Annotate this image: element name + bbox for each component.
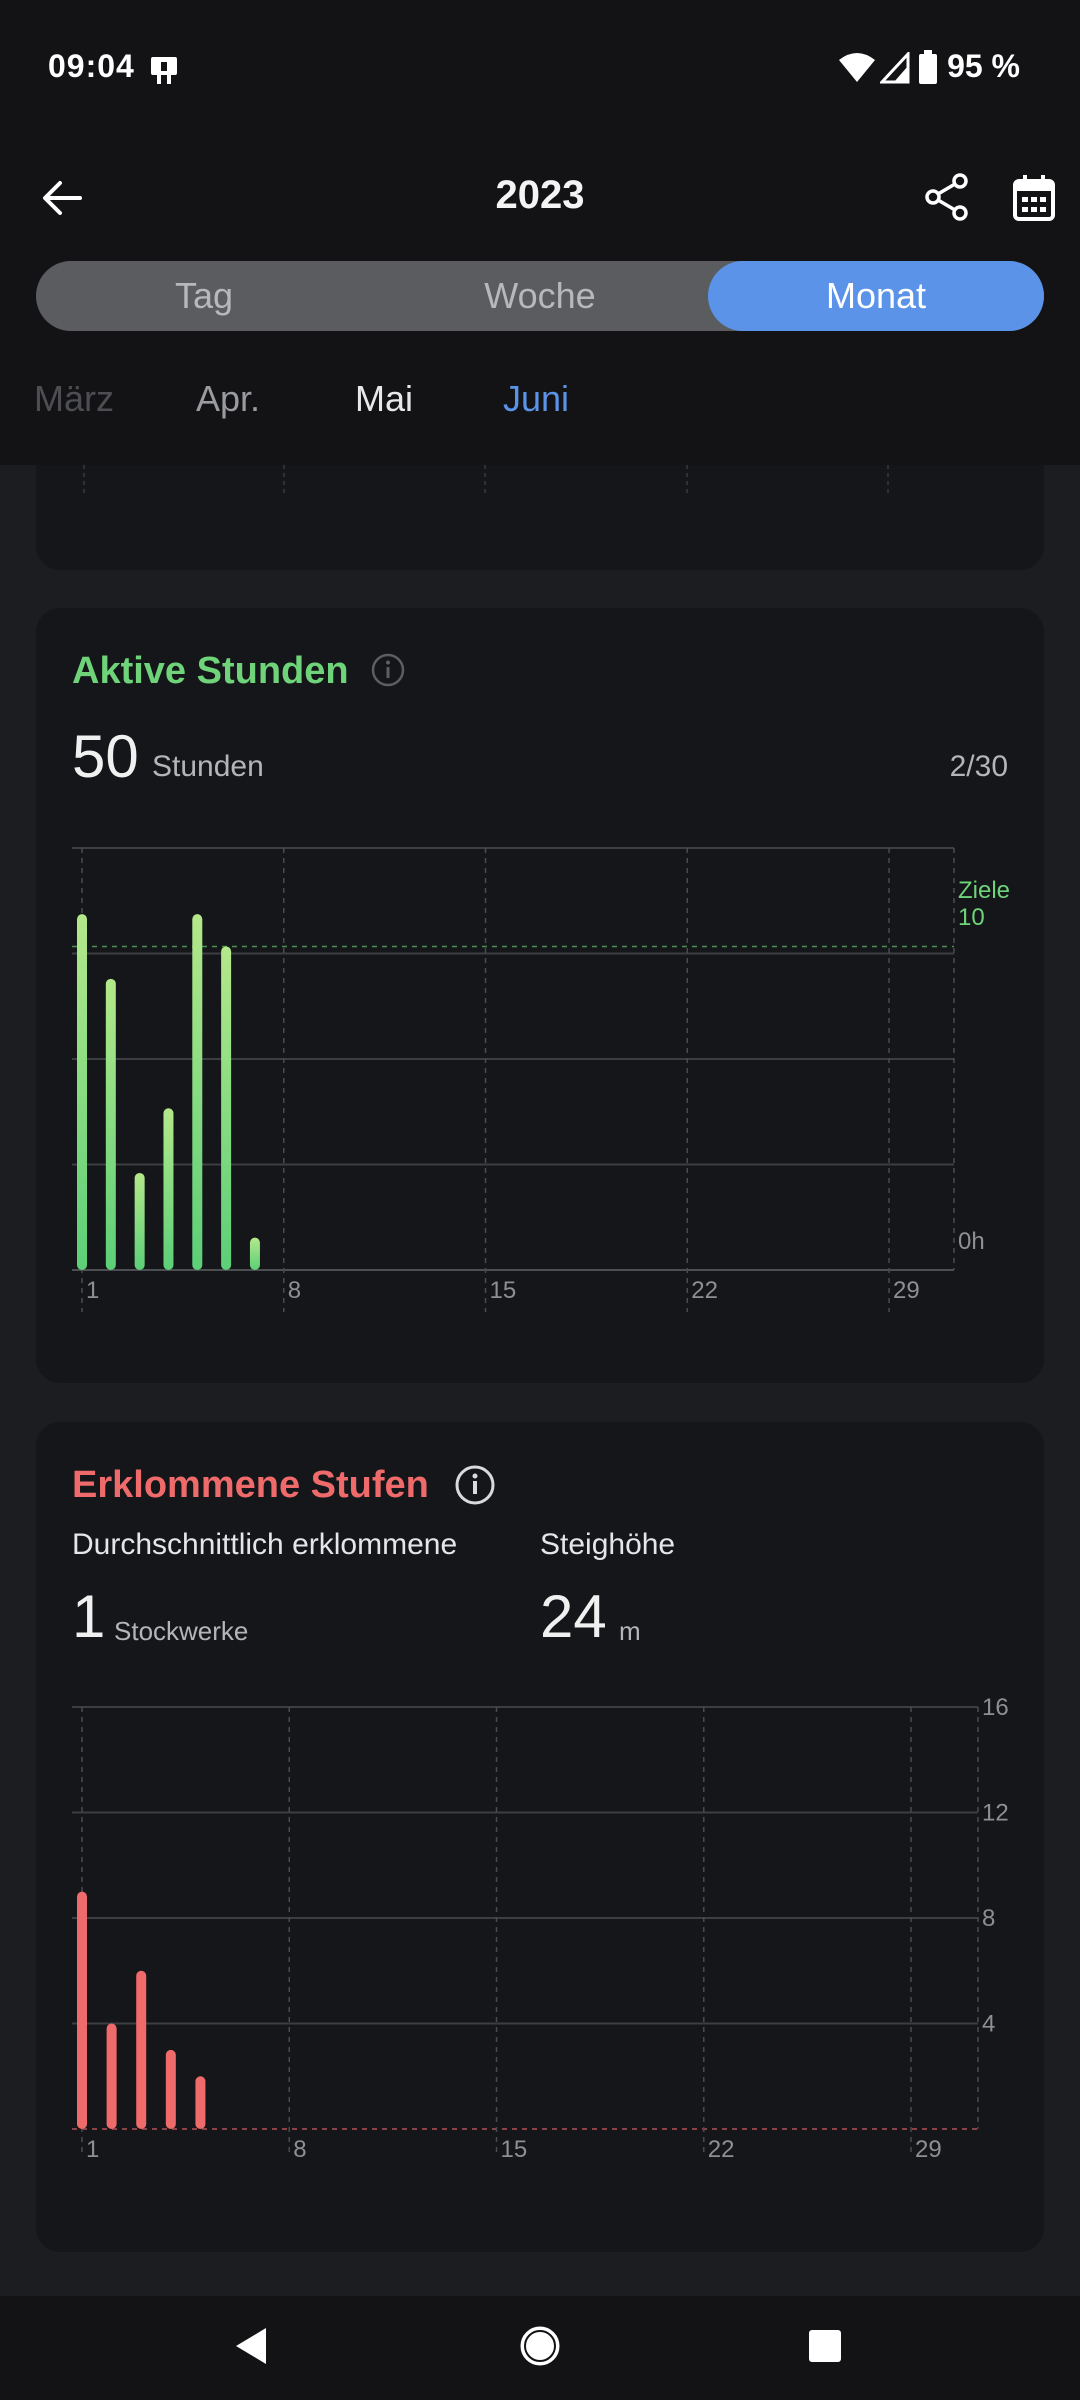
- period-segmented-control: Tag Woche Monat: [36, 261, 1044, 331]
- bar: [77, 914, 87, 1270]
- active-hours-title: Aktive Stunden: [72, 650, 349, 692]
- bar: [192, 914, 203, 1270]
- x-tick-label: 8: [293, 2136, 306, 2157]
- nav-back-icon[interactable]: [234, 2326, 270, 2371]
- info-icon[interactable]: [454, 1464, 496, 1511]
- x-tick-label: 29: [915, 2136, 942, 2157]
- y-tick-label: 8: [982, 1905, 995, 1932]
- status-bar: [0, 0, 1080, 135]
- nav-home-icon[interactable]: [520, 2326, 560, 2371]
- x-tick-label: 15: [501, 2136, 528, 2157]
- bar: [106, 2023, 117, 2129]
- goal-ratio: 2/30: [949, 750, 1008, 783]
- tab-day[interactable]: Tag: [174, 275, 234, 316]
- floors-card[interactable]: Erklommene Stufen Durchschnittlich erklo…: [36, 1422, 1044, 2252]
- y-tick-label: 12: [982, 1800, 1009, 1827]
- tab-week[interactable]: Woche: [484, 275, 596, 316]
- y-tick-label: 16: [982, 1694, 1009, 1721]
- floors-title: Erklommene Stufen: [72, 1464, 429, 1506]
- height-label: Steighöhe: [540, 1528, 676, 1561]
- tab-month[interactable]: Monat: [708, 261, 1044, 331]
- bar: [134, 1172, 145, 1270]
- bar: [77, 1891, 87, 2129]
- avg-floors-value: 1: [72, 1583, 106, 1650]
- bar: [136, 1970, 147, 2129]
- goal-label-text: Ziele: [958, 877, 1011, 904]
- active-hours-value: 50: [72, 723, 139, 790]
- goal-label: Ziele 10: [958, 877, 1010, 931]
- page-title: 2023: [495, 173, 585, 217]
- bar: [249, 1237, 260, 1270]
- calendar-icon[interactable]: [1012, 174, 1056, 227]
- active-hours-card[interactable]: Aktive Stunden 50 Stunden 2/30 1 8 15 22 29 …: [36, 608, 1044, 1383]
- active-hours-chart: 1 8 15 22 29: [72, 847, 955, 1312]
- x-tick-label: 22: [708, 2136, 735, 2157]
- status-time: 09:04: [48, 48, 135, 84]
- bar: [105, 978, 116, 1270]
- month-march[interactable]: März: [34, 378, 114, 419]
- month-june[interactable]: Juni: [503, 378, 570, 419]
- bar: [163, 1108, 174, 1270]
- bar: [165, 2049, 176, 2129]
- y-tick-label: 4: [982, 2011, 995, 2038]
- wifi-icon: [838, 52, 876, 89]
- month-april[interactable]: Apr.: [196, 378, 261, 419]
- x-tick-label: 22: [691, 1277, 718, 1304]
- back-arrow-icon[interactable]: [40, 176, 84, 225]
- x-tick-label: 15: [490, 1277, 517, 1304]
- bar: [221, 946, 232, 1270]
- avg-floors-unit: Stockwerke: [114, 1616, 249, 1646]
- height-unit: m: [619, 1616, 641, 1646]
- x-tick-label: 1: [86, 2136, 99, 2157]
- active-hours-unit: Stunden: [152, 750, 264, 783]
- bar: [195, 2076, 206, 2129]
- goal-label-value: 10: [958, 904, 985, 931]
- month-may[interactable]: Mai: [355, 378, 414, 419]
- battery-icon: [918, 50, 938, 89]
- battery-percent: 95 %: [947, 48, 1020, 84]
- avg-floors-label: Durchschnittlich erklommene: [72, 1528, 458, 1561]
- x-tick-label: 8: [288, 1277, 301, 1304]
- signal-icon: [878, 50, 910, 89]
- zero-label: 0h: [958, 1228, 985, 1255]
- notification-icon: [148, 54, 180, 91]
- previous-card: [36, 465, 1044, 570]
- info-icon[interactable]: [370, 652, 406, 693]
- x-tick-label: 29: [893, 1277, 920, 1304]
- floors-chart: 4 8 12 16 1 8 15 22 29: [72, 1694, 1009, 2157]
- nav-recents-icon[interactable]: [808, 2329, 842, 2368]
- x-tick-label: 1: [86, 1277, 99, 1304]
- height-value: 24: [540, 1583, 607, 1650]
- share-icon[interactable]: [924, 172, 970, 227]
